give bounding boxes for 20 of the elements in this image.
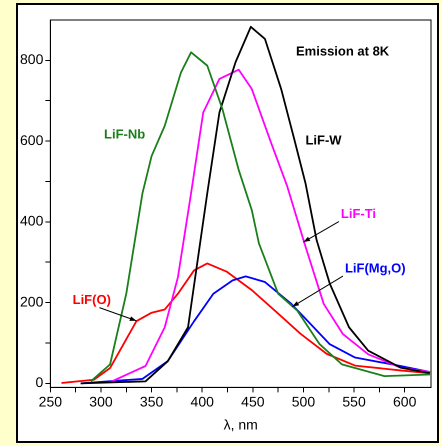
x-tick-label: 250	[38, 394, 62, 410]
y-tick-label: 200	[20, 293, 44, 310]
x-axis-title: λ, nm	[224, 416, 258, 432]
annotation: Emission at 8K	[296, 44, 390, 59]
x-tick-label: 450	[241, 394, 265, 410]
series-label: LiF-Nb	[104, 126, 146, 142]
x-tick-label: 300	[89, 394, 113, 410]
series-label: LiF-W	[305, 132, 342, 148]
x-tick-label: 400	[190, 394, 214, 410]
text: LiF(O)	[72, 292, 111, 308]
y-tick-label: 600	[20, 132, 44, 148]
y-tick-label: 800	[20, 51, 44, 68]
text: LiF-Ti	[340, 206, 376, 222]
y-tick-label: 0	[36, 374, 44, 390]
text: LiF(Mg,O)	[344, 260, 406, 276]
x-tick-label: 350	[140, 394, 164, 410]
x-tick-label: 500	[292, 394, 316, 410]
x-tick-label: 550	[342, 394, 366, 410]
y-tick-label: 400	[20, 212, 44, 229]
x-tick-label: 600	[393, 394, 417, 410]
